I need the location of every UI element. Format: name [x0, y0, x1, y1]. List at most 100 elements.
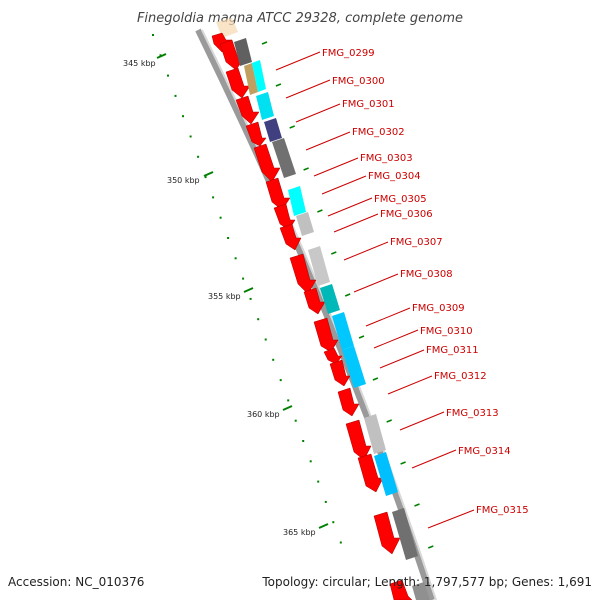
minor-tick: [264, 338, 267, 341]
cog-block: [296, 212, 314, 236]
leader-line: [327, 197, 373, 217]
minor-tick: [227, 237, 230, 239]
leader-line: [353, 273, 399, 293]
minor-tick: [234, 257, 237, 260]
cog-block: [252, 60, 266, 92]
minor-tick: [152, 34, 154, 36]
inner-tick: [289, 125, 295, 129]
minor-tick: [219, 216, 222, 219]
minor-tick: [279, 379, 282, 382]
minor-tick: [167, 74, 169, 77]
cog-block: [342, 346, 366, 388]
leader-line: [333, 213, 379, 233]
minor-tick: [272, 358, 275, 361]
minor-tick: [204, 176, 207, 179]
gene-label-fmg-0301: FMG_0301: [342, 99, 395, 110]
gene-arrow: [389, 579, 413, 600]
inner-tick: [303, 167, 309, 171]
gene-arrow: [245, 121, 267, 147]
cog-block: [320, 284, 340, 314]
cog-block: [392, 508, 418, 560]
gene-arrow: [313, 317, 339, 353]
tick-label-345: 345 kbp: [123, 59, 156, 68]
gene-label-fmg-0310: FMG_0310: [420, 326, 473, 337]
inner-tick: [400, 461, 406, 465]
leader-line: [313, 157, 359, 177]
minor-tick: [182, 115, 184, 118]
gene-label-fmg-0308: FMG_0308: [400, 269, 453, 280]
cog-block: [234, 38, 252, 66]
cog-blocks: [234, 38, 430, 600]
cog-block: [374, 452, 398, 496]
gene-arrow: [345, 419, 372, 461]
leader-lines: [275, 51, 475, 529]
major-tick: [318, 523, 329, 529]
tick-label-355: 355 kbp: [208, 292, 241, 301]
gene-arrow: [337, 387, 360, 417]
inner-tick: [331, 251, 337, 255]
minor-ticks: [152, 34, 342, 544]
minor-tick: [287, 399, 290, 402]
leader-line: [295, 103, 341, 123]
leader-line: [285, 79, 331, 99]
tick-label-360: 360 kbp: [247, 410, 280, 419]
gene-label-fmg-0306: FMG_0306: [380, 209, 433, 220]
leader-line: [365, 307, 411, 327]
minor-tick: [212, 196, 215, 199]
topology-text: Topology: circular; Length: 1,797,577 bp…: [261, 575, 592, 589]
leader-line: [387, 375, 433, 395]
minor-tick: [257, 318, 260, 321]
gene-label-fmg-0302: FMG_0302: [352, 127, 405, 138]
gene-arrow: [235, 95, 260, 125]
gene-arrow: [273, 203, 296, 231]
gene-arrow: [329, 359, 351, 387]
inner-ticks: [261, 41, 434, 549]
cog-block: [412, 582, 430, 600]
inner-tick: [428, 545, 434, 549]
gene-arrow: [323, 347, 343, 365]
gene-label-fmg-0313: FMG_0313: [446, 408, 499, 419]
inner-tick: [261, 41, 268, 45]
minor-tick: [302, 440, 305, 442]
leader-line: [411, 449, 457, 469]
gene-label-fmg-0304: FMG_0304: [368, 171, 421, 182]
cog-block: [364, 414, 386, 454]
cog-block: [244, 63, 258, 95]
minor-tick: [317, 480, 320, 483]
leader-line: [427, 509, 475, 529]
minor-tick: [332, 521, 335, 524]
gene-label-fmg-0312: FMG_0312: [434, 371, 487, 382]
inner-tick: [317, 209, 323, 213]
minor-tick: [189, 135, 192, 138]
inner-tick: [275, 83, 282, 87]
minor-tick: [174, 94, 177, 97]
minor-tick: [197, 155, 200, 158]
gene-labels: FMG_0299 FMG_0300 FMG_0301 FMG_0302 FMG_…: [322, 48, 529, 516]
major-tick: [243, 287, 254, 293]
gene-label-fmg-0305: FMG_0305: [374, 194, 427, 205]
major-tick: [203, 171, 214, 177]
inner-tick: [386, 419, 392, 423]
gene-label-fmg-0299: FMG_0299: [322, 48, 375, 59]
tick-label-350: 350 kbp: [167, 176, 200, 185]
minor-tick: [159, 54, 162, 57]
leader-line: [373, 329, 419, 349]
gene-arrow: [253, 143, 281, 183]
gene-label-fmg-0300: FMG_0300: [332, 76, 385, 87]
inner-tick: [372, 377, 379, 381]
leader-line: [343, 241, 389, 261]
gene-label-fmg-0307: FMG_0307: [390, 237, 443, 248]
inner-tick: [358, 335, 365, 339]
tick-group: 345 kbp 350 kbp 355 kbp 360 kbp 365 kbp: [123, 53, 329, 537]
leader-line: [305, 131, 351, 151]
leader-line: [321, 175, 367, 195]
gene-label-fmg-0315: FMG_0315: [476, 505, 529, 516]
gene-label-fmg-0311: FMG_0311: [426, 345, 479, 356]
cog-block: [288, 186, 306, 216]
leader-line: [379, 349, 425, 369]
gene-label-fmg-0303: FMG_0303: [360, 153, 413, 164]
cog-block: [332, 312, 354, 350]
minor-tick: [324, 500, 327, 503]
map-title: Finegoldia magna ATCC 29328, complete ge…: [137, 11, 463, 26]
